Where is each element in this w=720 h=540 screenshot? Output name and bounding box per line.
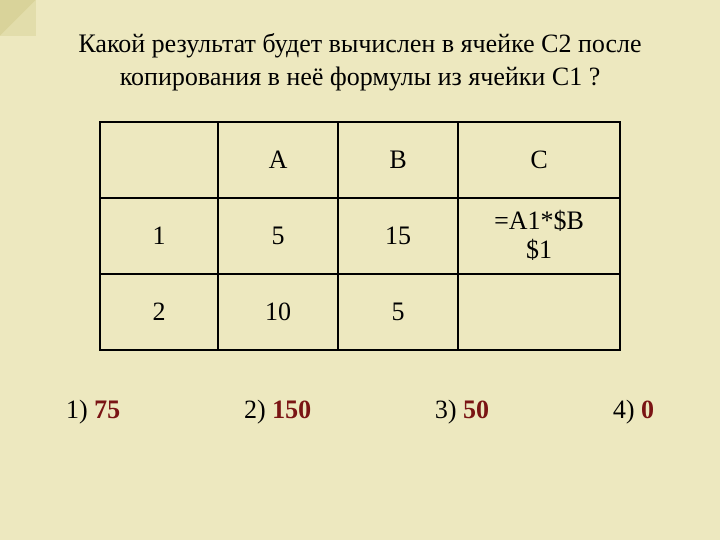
answer-number: 1)	[66, 395, 88, 424]
answer-value: 75	[94, 395, 120, 424]
answer-option-1: 1) 75	[66, 395, 120, 425]
cell-a2: 10	[218, 274, 338, 350]
table-row: 1 5 15 =А1*$B$1	[100, 198, 620, 274]
row-header: 1	[100, 198, 218, 274]
answer-number: 3)	[435, 395, 457, 424]
page-corner-fold	[0, 0, 36, 36]
answer-option-2: 2) 150	[244, 395, 311, 425]
row-header: 2	[100, 274, 218, 350]
cell-b1: 15	[338, 198, 458, 274]
question-line-2: копирования в неё формулы из ячейки С1 ?	[120, 62, 600, 91]
answer-options: 1) 75 2) 150 3) 50 4) 0	[60, 395, 660, 425]
col-header-b: В	[338, 122, 458, 198]
cell-c1: =А1*$B$1	[458, 198, 620, 274]
cell-c2	[458, 274, 620, 350]
answer-value: 150	[272, 395, 311, 424]
answer-value: 0	[641, 395, 654, 424]
answer-option-3: 3) 50	[435, 395, 489, 425]
answer-number: 4)	[613, 395, 635, 424]
table-header-row: A В C	[100, 122, 620, 198]
table-row: 2 10 5	[100, 274, 620, 350]
cell-b2: 5	[338, 274, 458, 350]
answer-number: 2)	[244, 395, 266, 424]
col-header-c: C	[458, 122, 620, 198]
col-header-empty	[100, 122, 218, 198]
cell-a1: 5	[218, 198, 338, 274]
question-line-1: Какой результат будет вычислен в ячейке …	[78, 29, 641, 58]
question-text: Какой результат будет вычислен в ячейке …	[38, 28, 682, 93]
spreadsheet-table: A В C 1 5 15 =А1*$B$1 2 10 5	[99, 121, 621, 351]
col-header-a: A	[218, 122, 338, 198]
cell-c1-value: =А1*$B$1	[494, 206, 584, 264]
answer-option-4: 4) 0	[613, 395, 654, 425]
slide: Какой результат будет вычислен в ячейке …	[0, 0, 720, 540]
answer-value: 50	[463, 395, 489, 424]
